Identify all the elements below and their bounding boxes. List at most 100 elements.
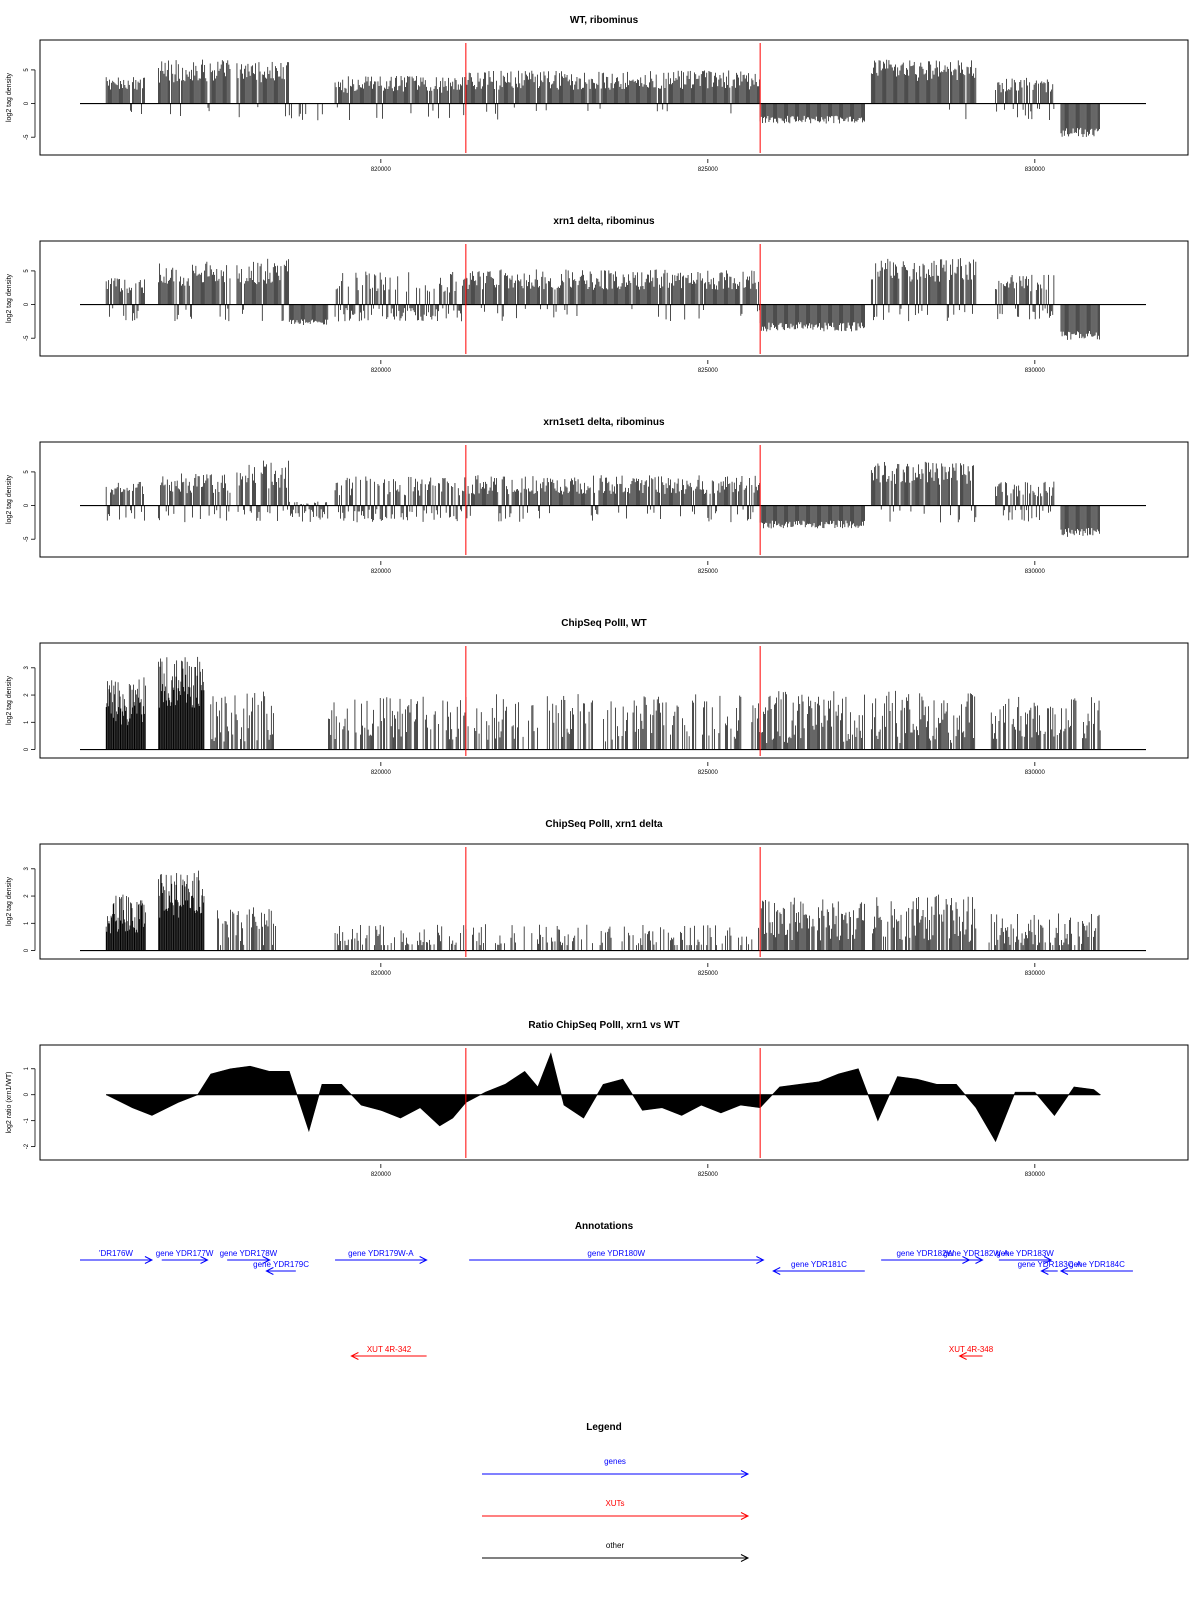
y-axis-label: log2 tag density xyxy=(6,675,13,725)
y-tick-label: 5 xyxy=(24,470,30,474)
plot-frame xyxy=(39,441,1189,558)
plot-frame xyxy=(39,39,1189,156)
y-axis-label: log2 tag density xyxy=(6,72,13,122)
gene-arrow: 'DR176W xyxy=(80,1249,154,1264)
y-axis-label: log2 tag density xyxy=(6,474,13,524)
gene-arrow: gene YDR179W-A xyxy=(335,1249,428,1264)
panel-chipseq-wt: ChipSeq PolII, WT log2 tag density 0 1 2 3 82… xyxy=(6,618,1189,776)
panel-xrn1set1-ribominus: xrn1set1 delta, ribominus log2 tag densi… xyxy=(6,417,1189,575)
y-tick-label: 2 xyxy=(24,894,30,898)
panel-title: WT, ribominus xyxy=(570,15,639,26)
x-tick-label: 830000 xyxy=(1025,1172,1046,1178)
x-tick-label: 830000 xyxy=(1025,569,1046,575)
bar-series xyxy=(105,870,1100,951)
y-axis-label: log2 tag density xyxy=(6,273,13,323)
x-tick-label: 825000 xyxy=(698,971,719,977)
x-tick-label: 825000 xyxy=(698,770,719,776)
plot-frame xyxy=(39,240,1189,357)
gene-arrow: gene YDR178W xyxy=(220,1249,278,1264)
panel-title: Ratio ChipSeq PolII, xrn1 vs WT xyxy=(528,1020,679,1031)
y-tick-label: 3 xyxy=(24,665,30,669)
x-tick-label: 825000 xyxy=(698,368,719,374)
bar-series xyxy=(105,258,1100,340)
x-tick-label: 830000 xyxy=(1025,971,1046,977)
xut-label: XUT 4R-342 xyxy=(367,1345,412,1354)
legend-item-xuts: XUTs xyxy=(482,1499,750,1520)
y-tick-label: 0 xyxy=(24,747,30,751)
y-tick-label: 0 xyxy=(24,101,30,105)
y-tick-label: -2 xyxy=(24,1143,30,1149)
x-tick-label: 820000 xyxy=(371,770,392,776)
legend-panel: Legend genes XUTs other xyxy=(482,1422,750,1562)
gene-arrow: gene YDR183C-A xyxy=(1018,1260,1083,1275)
y-tick-label: 2 xyxy=(24,693,30,697)
x-tick-label: 825000 xyxy=(698,167,719,173)
y-tick-label: 1 xyxy=(24,921,30,925)
x-tick-label: 820000 xyxy=(371,368,392,374)
gene-label: gene YDR183W xyxy=(996,1249,1054,1258)
y-tick-label: 0 xyxy=(24,1092,30,1096)
gene-arrow: gene YDR181C xyxy=(772,1260,865,1275)
gene-arrow: gene YDR182W-A xyxy=(943,1249,1009,1264)
legend-title: Legend xyxy=(586,1422,622,1433)
gene-label: 'DR176W xyxy=(99,1249,133,1258)
y-tick-label: -5 xyxy=(24,134,30,140)
plot-frame xyxy=(39,642,1189,759)
y-tick-label: 3 xyxy=(24,866,30,870)
panel-ratio: Ratio ChipSeq PolII, xrn1 vs WT log2 rat… xyxy=(6,1020,1189,1178)
bar-series xyxy=(105,59,1100,138)
annotations-panel: Annotations 'DR176W gene YDR177W gene YDR1… xyxy=(80,1221,1133,1360)
xut-arrow: XUT 4R-342 xyxy=(350,1345,427,1360)
gene-label: gene YDR180W xyxy=(587,1249,645,1258)
panel-title: ChipSeq PolII, WT xyxy=(561,618,647,629)
gene-label: gene YDR183C-A xyxy=(1018,1260,1083,1269)
gene-label: gene YDR181C xyxy=(791,1260,847,1269)
y-tick-label: 0 xyxy=(24,948,30,952)
gene-label: gene YDR179W-A xyxy=(348,1249,414,1258)
y-axis-label: log2 tag density xyxy=(6,876,13,926)
y-tick-label: 5 xyxy=(24,68,30,72)
gene-label: gene YDR178W xyxy=(220,1249,278,1258)
gene-label: gene YDR182W-A xyxy=(943,1249,1009,1258)
xut-label: XUT 4R-348 xyxy=(949,1345,994,1354)
gene-arrow: gene YDR179C xyxy=(253,1260,309,1275)
bar-series xyxy=(105,460,1100,537)
gene-label: gene YDR177W xyxy=(156,1249,214,1258)
panel-title: ChipSeq PolII, xrn1 delta xyxy=(545,819,663,830)
legend-label: XUTs xyxy=(605,1499,624,1508)
gene-arrow: gene YDR183W xyxy=(996,1249,1054,1264)
panel-title: xrn1set1 delta, ribominus xyxy=(543,417,665,428)
y-tick-label: 1 xyxy=(24,1066,30,1070)
x-tick-label: 830000 xyxy=(1025,368,1046,374)
panel-xrn1-ribominus: xrn1 delta, ribominus log2 tag density -5… xyxy=(6,216,1189,374)
x-tick-label: 825000 xyxy=(698,1172,719,1178)
gene-label: gene YDR182W xyxy=(896,1249,954,1258)
y-tick-label: 0 xyxy=(24,503,30,507)
x-tick-label: 830000 xyxy=(1025,167,1046,173)
x-tick-label: 820000 xyxy=(371,167,392,173)
legend-item-genes: genes xyxy=(482,1457,750,1478)
y-tick-label: 1 xyxy=(24,720,30,724)
gene-arrow: gene YDR184C xyxy=(1059,1260,1133,1275)
bar-series xyxy=(105,656,1101,750)
gene-label: gene YDR184C xyxy=(1069,1260,1125,1269)
y-tick-label: -1 xyxy=(24,1117,30,1123)
plot-frame xyxy=(39,843,1189,960)
y-tick-label: 0 xyxy=(24,302,30,306)
gene-arrow: gene YDR177W xyxy=(156,1249,214,1264)
legend-label: other xyxy=(606,1541,625,1550)
y-tick-label: 5 xyxy=(24,269,30,273)
ratio-area-series xyxy=(106,1052,1102,1143)
legend-item-other: other xyxy=(482,1541,750,1562)
gene-arrow: gene YDR180W xyxy=(469,1249,765,1264)
xut-arrow: XUT 4R-348 xyxy=(949,1345,994,1360)
y-tick-label: -5 xyxy=(24,536,30,542)
annotations-title: Annotations xyxy=(575,1221,634,1232)
x-tick-label: 820000 xyxy=(371,971,392,977)
x-tick-label: 825000 xyxy=(698,569,719,575)
x-tick-label: 820000 xyxy=(371,569,392,575)
y-axis-label: log2 ratio (xrn1/WT) xyxy=(6,1072,13,1134)
gene-label: gene YDR179C xyxy=(253,1260,309,1269)
panel-chipseq-xrn1: ChipSeq PolII, xrn1 delta log2 tag densi… xyxy=(6,819,1189,977)
